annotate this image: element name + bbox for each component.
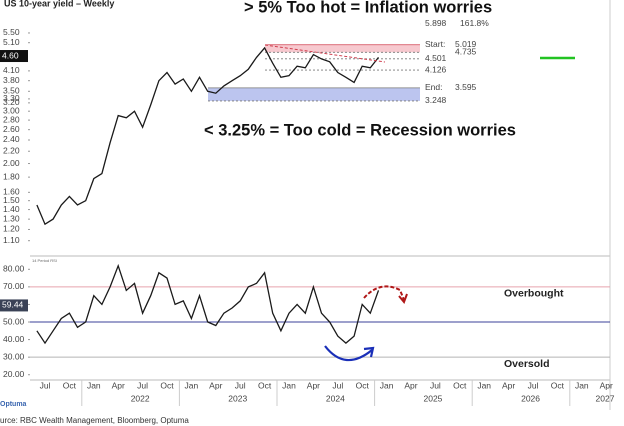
x-tick-label: Jan xyxy=(380,380,394,390)
y-tick-label: 4.10 xyxy=(3,65,20,75)
source: urce: RBC Wealth Management, Bloomberg, … xyxy=(0,416,189,425)
subtitle: 14 Period RSI xyxy=(32,258,57,263)
x-tick-label: Oct xyxy=(258,380,272,390)
y-tick-label: 2.80 xyxy=(3,114,20,124)
y-tick-label: 3.50 xyxy=(3,86,20,96)
y-tick-label: 5.10 xyxy=(3,37,20,47)
y-tick-label: 2.40 xyxy=(3,134,20,144)
y-tick-label: 3.00 xyxy=(3,105,20,115)
y-tick-label: 2.60 xyxy=(3,124,20,134)
y-tick-label: 1.40 xyxy=(3,204,20,214)
y-tick-label: 70.00 xyxy=(3,281,25,291)
level-value: 4.735 xyxy=(455,47,477,57)
level-name: End: xyxy=(425,82,443,92)
x-tick-label: Apr xyxy=(307,380,320,390)
y-tick-label: 1.50 xyxy=(3,195,20,205)
current-label: 4.60 xyxy=(2,50,19,60)
x-tick-label: Oct xyxy=(453,380,467,390)
y-tick-label: 2.20 xyxy=(3,145,20,155)
level-value: 5.019 xyxy=(455,39,477,49)
current-label: 59.44 xyxy=(2,300,24,310)
x-tick-label: Jan xyxy=(575,380,589,390)
level-value: 4.126 xyxy=(425,64,447,74)
x-tick-label: Apr xyxy=(502,380,515,390)
year-label: 2026 xyxy=(521,393,540,403)
x-tick-label: Jul xyxy=(235,380,246,390)
x-tick-label: Jul xyxy=(332,380,343,390)
x-tick-label: Jul xyxy=(40,380,51,390)
y-tick-label: 2.00 xyxy=(3,158,20,168)
y-tick-label: 1.30 xyxy=(3,213,20,223)
level-value: 5.898 xyxy=(425,18,447,28)
year-label: 2023 xyxy=(228,393,247,403)
year-label: 2024 xyxy=(326,393,345,403)
trend-line xyxy=(264,44,386,63)
y-tick-label: 80.00 xyxy=(3,264,25,274)
year-label: 2025 xyxy=(423,393,442,403)
y-tick-label: 3.80 xyxy=(3,75,20,85)
y-tick-label: 1.10 xyxy=(3,235,20,245)
current-marker xyxy=(0,299,28,312)
y-tick-label: 1.20 xyxy=(3,224,20,234)
annotation-arrow-head xyxy=(363,346,375,358)
x-tick-label: Oct xyxy=(356,380,370,390)
y-tick-label: 50.00 xyxy=(3,316,25,326)
current-marker xyxy=(0,50,28,63)
level-name: Oversold xyxy=(504,358,550,370)
zone xyxy=(265,44,420,53)
y-tick-label: 1.60 xyxy=(3,187,20,197)
annotation: > 5% Too hot = Inflation worries xyxy=(244,0,492,16)
y-tick-label: 1.80 xyxy=(3,171,20,181)
x-tick-label: Apr xyxy=(404,380,417,390)
year-label: 2022 xyxy=(131,393,150,403)
annotation: < 3.25% = Too cold = Recession worries xyxy=(204,121,516,139)
x-tick-label: Jul xyxy=(528,380,539,390)
x-tick-label: Jan xyxy=(87,380,101,390)
x-tick-label: Apr xyxy=(209,380,222,390)
level-value: 3.248 xyxy=(425,95,447,105)
x-tick-label: Jan xyxy=(477,380,491,390)
x-tick-label: Oct xyxy=(63,380,77,390)
y-tick-label: 40.00 xyxy=(3,334,25,344)
annotation-arrow-head xyxy=(398,293,408,304)
logo: Optuma xyxy=(0,401,27,408)
level-value: 3.595 xyxy=(455,82,477,92)
y-tick-label: 3.30 xyxy=(3,93,20,103)
y-tick-label: 30.00 xyxy=(3,351,25,361)
x-tick-label: Oct xyxy=(551,380,565,390)
y-tick-label: 3.20 xyxy=(3,97,20,107)
level-note: 161.8% xyxy=(460,18,489,28)
x-tick-label: Apr xyxy=(112,380,125,390)
x-tick-label: Jan xyxy=(282,380,296,390)
level-name: Start: xyxy=(425,39,445,49)
x-tick-label: Jul xyxy=(137,380,148,390)
level-value: 4.501 xyxy=(425,53,447,63)
level-name: Overbought xyxy=(504,288,564,300)
year-label: 2027 xyxy=(596,393,615,403)
chart-title: US 10-year yield – Weekly xyxy=(4,0,114,8)
y-tick-label: 20.00 xyxy=(3,369,25,379)
series-line xyxy=(36,263,380,345)
y-tick-label: 5.50 xyxy=(3,27,20,37)
x-tick-label: Jan xyxy=(185,380,199,390)
series-line xyxy=(36,46,380,226)
annotation-arrow xyxy=(363,285,405,301)
x-tick-label: Apr xyxy=(600,380,613,390)
zone xyxy=(208,87,420,101)
x-tick-label: Oct xyxy=(160,380,174,390)
x-tick-label: Jul xyxy=(430,380,441,390)
annotation-arrow xyxy=(324,345,373,362)
